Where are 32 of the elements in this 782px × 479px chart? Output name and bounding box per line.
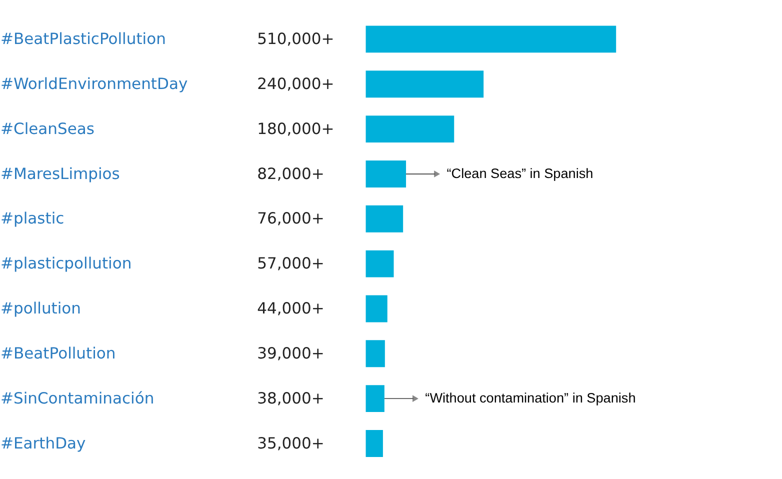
y-tick-label: #BeatPollution (0, 344, 116, 363)
data-label: 57,000+ (257, 254, 324, 273)
data-label: 82,000+ (257, 164, 324, 183)
bar (366, 340, 385, 368)
y-tick-label: #SinContaminación (0, 389, 154, 408)
annotation: “Clean Seas” in Spanish (446, 166, 594, 181)
data-label: 35,000+ (257, 434, 324, 452)
y-tick-label: #plastic (0, 210, 64, 228)
bar (366, 160, 406, 188)
bar (366, 385, 384, 412)
bar (366, 295, 388, 322)
data-label: 44,000+ (257, 300, 324, 318)
data-label: 76,000+ (257, 210, 324, 228)
y-tick-label: #CleanSeas (0, 120, 95, 138)
bar (366, 26, 616, 53)
bar (366, 205, 404, 232)
y-tick-label: #pollution (0, 300, 82, 318)
bar (366, 250, 394, 278)
data-label: 39,000+ (257, 344, 324, 363)
y-tick-label: #BeatPlasticPollution (0, 30, 166, 48)
y-tick-label: #EarthDay (0, 434, 86, 452)
data-label: 180,000+ (257, 120, 334, 138)
data-label: 510,000+ (257, 30, 334, 48)
bar (366, 430, 383, 457)
data-label: 240,000+ (257, 74, 334, 93)
bar (366, 116, 454, 143)
y-tick-label: #MaresLimpios (0, 164, 120, 183)
y-tick-label: #WorldEnvironmentDay (0, 74, 188, 93)
y-tick-label: #plasticpollution (0, 254, 132, 273)
data-label: 38,000+ (257, 389, 324, 408)
annotation: “Without contamination” in Spanish (425, 390, 636, 406)
bar (366, 70, 484, 98)
